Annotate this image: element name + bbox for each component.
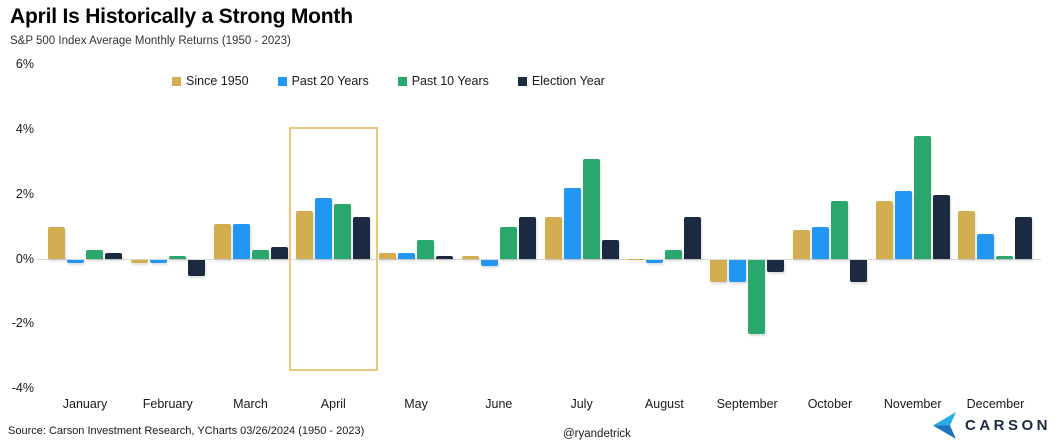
bar [894,191,912,260]
x-category-label: September [716,397,778,411]
bar [461,256,479,260]
bar [436,256,454,260]
chart-subtitle: S&P 500 Index Average Monthly Returns (1… [10,35,291,47]
bar [582,159,600,260]
carson-arrow-icon [932,412,956,439]
x-category-label: November [883,397,942,411]
legend-label: Past 20 Years [291,74,369,88]
bar [251,249,269,260]
bar [86,249,103,260]
bar [518,217,536,260]
bar [958,210,976,260]
legend-swatch-icon [397,76,407,86]
bar [130,259,148,263]
bar [932,194,950,260]
source-text: Source: Carson Investment Research, YCha… [8,425,365,437]
legend-swatch-icon [517,76,527,86]
legend-item: Past 10 Years [397,74,489,88]
bar [830,201,848,260]
bar [1015,217,1033,260]
legend-label: Election Year [531,74,605,88]
y-tick-label: 0% [15,251,34,266]
bar [811,227,829,260]
bar [67,259,84,263]
bar [296,210,314,260]
bar [334,204,352,260]
bar [315,197,333,260]
y-tick-label: 4% [15,121,34,136]
bar [563,188,581,260]
bar [544,217,562,260]
bar [710,259,728,283]
zero-gridline [36,259,1041,260]
bar [168,256,186,260]
y-tick-label: -2% [11,316,34,331]
x-category-label: May [404,397,428,411]
bar [849,259,867,283]
bar [913,136,931,260]
bar [767,259,785,273]
bar [977,233,995,260]
legend-item: Election Year [517,74,605,88]
bar [379,253,397,260]
bar [213,223,231,260]
legend-label: Since 1950 [186,74,249,88]
bar [499,227,517,260]
bar [875,201,893,260]
legend-swatch-icon [277,76,287,86]
legend-item: Past 20 Years [277,74,369,88]
bar [187,259,205,276]
bar [270,246,288,260]
bar [149,259,167,263]
x-category-label: August [644,397,684,411]
bar [480,259,498,266]
bar [792,230,810,260]
bar [748,259,766,335]
x-category-label: February [142,397,193,411]
bar [353,217,371,260]
carson-logo: CARSON [932,412,1051,439]
legend: Since 1950 Past 20 Years Past 10 Years Elec… [172,74,605,88]
bar [398,253,416,260]
x-category-label: January [62,397,108,411]
y-tick-label: 2% [15,186,34,201]
legend-item: Since 1950 [172,74,249,88]
bar [232,223,250,260]
x-category-label: March [233,397,268,411]
x-category-label: October [807,397,853,411]
bar [48,227,65,260]
bar [646,259,664,263]
bar [665,249,683,260]
bar [627,258,645,260]
y-tick-label: 6% [15,57,34,72]
carson-wordmark: CARSON [964,417,1051,434]
bar [996,256,1014,260]
x-category-label: June [485,397,513,411]
legend-label: Past 10 Years [411,74,489,88]
page-title: April Is Historically a Strong Month [10,5,353,28]
y-tick-label: -4% [11,381,34,396]
april-highlight-box [289,127,378,371]
twitter-handle: @ryandetrick [563,428,631,440]
x-category-label: April [320,397,346,411]
bar [601,240,619,260]
x-category-label: December [966,397,1025,411]
legend-swatch-icon [172,76,181,86]
bar [729,259,747,283]
bar [417,240,435,260]
x-category-label: July [570,397,593,411]
bar [105,253,122,260]
bar [684,217,702,260]
